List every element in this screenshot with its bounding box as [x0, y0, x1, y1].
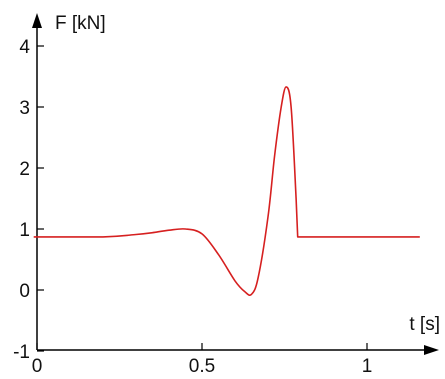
y-tick-label: 2 [19, 159, 30, 180]
y-tick-label: 4 [19, 37, 30, 58]
y-axis-arrow [32, 13, 42, 28]
x-tick-label: 0.5 [189, 356, 215, 377]
y-tick-label: -1 [13, 342, 30, 363]
x-tick-label: 1 [362, 356, 373, 377]
series-line-0 [33, 86, 420, 296]
y-axis-label: F [kN] [55, 13, 106, 34]
y-tick-label: 1 [19, 220, 30, 241]
x-tick-label: 0 [32, 356, 43, 377]
x-axis-label: t [s] [409, 314, 440, 335]
plot-area [33, 86, 420, 296]
y-tick-label: 3 [19, 98, 30, 119]
axes [32, 13, 439, 355]
y-tick-label: 0 [19, 281, 30, 302]
x-axis-arrow [424, 345, 439, 355]
